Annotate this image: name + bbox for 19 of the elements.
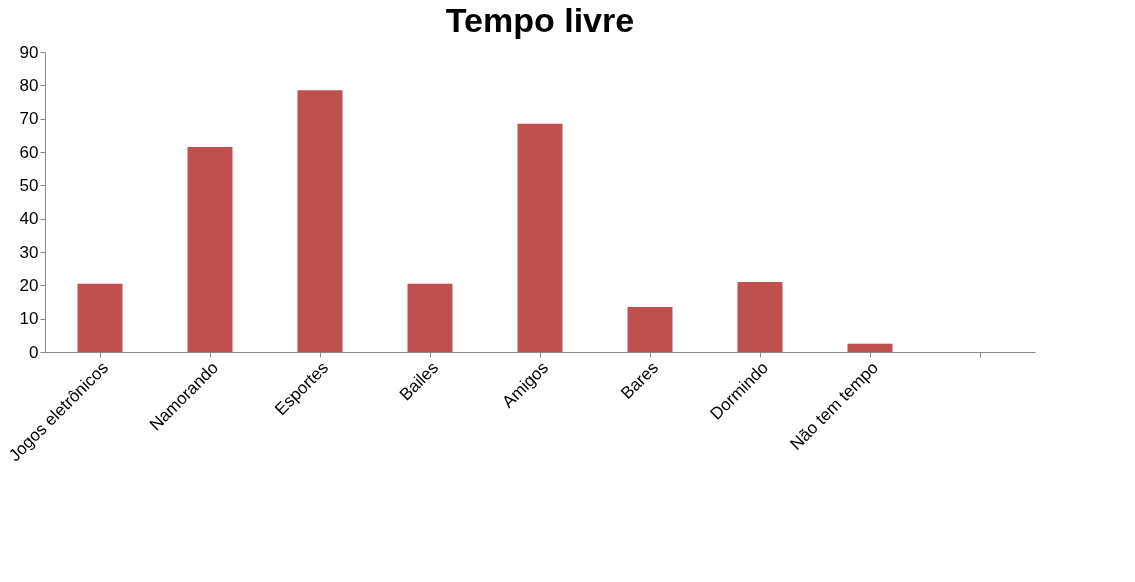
- y-tick-label: 30: [19, 242, 39, 262]
- bar: [407, 283, 453, 352]
- y-tick-label: 70: [19, 109, 39, 129]
- bar: [517, 123, 563, 352]
- y-tick-label: 40: [19, 209, 39, 229]
- y-tick-label: 0: [29, 342, 39, 362]
- y-tick-label: 60: [19, 142, 39, 162]
- bar: [297, 90, 343, 352]
- bar: [627, 307, 673, 352]
- y-tick-label: 10: [19, 309, 39, 329]
- bar: [847, 343, 893, 352]
- y-tick-label: 50: [19, 175, 39, 195]
- bar: [77, 283, 123, 352]
- y-tick-label: 20: [19, 275, 39, 295]
- bar: [187, 147, 233, 352]
- y-tick-label: 80: [19, 75, 39, 95]
- bar: [737, 282, 783, 352]
- y-tick-label: 90: [19, 42, 39, 62]
- chart-title: Tempo livre: [445, 1, 635, 39]
